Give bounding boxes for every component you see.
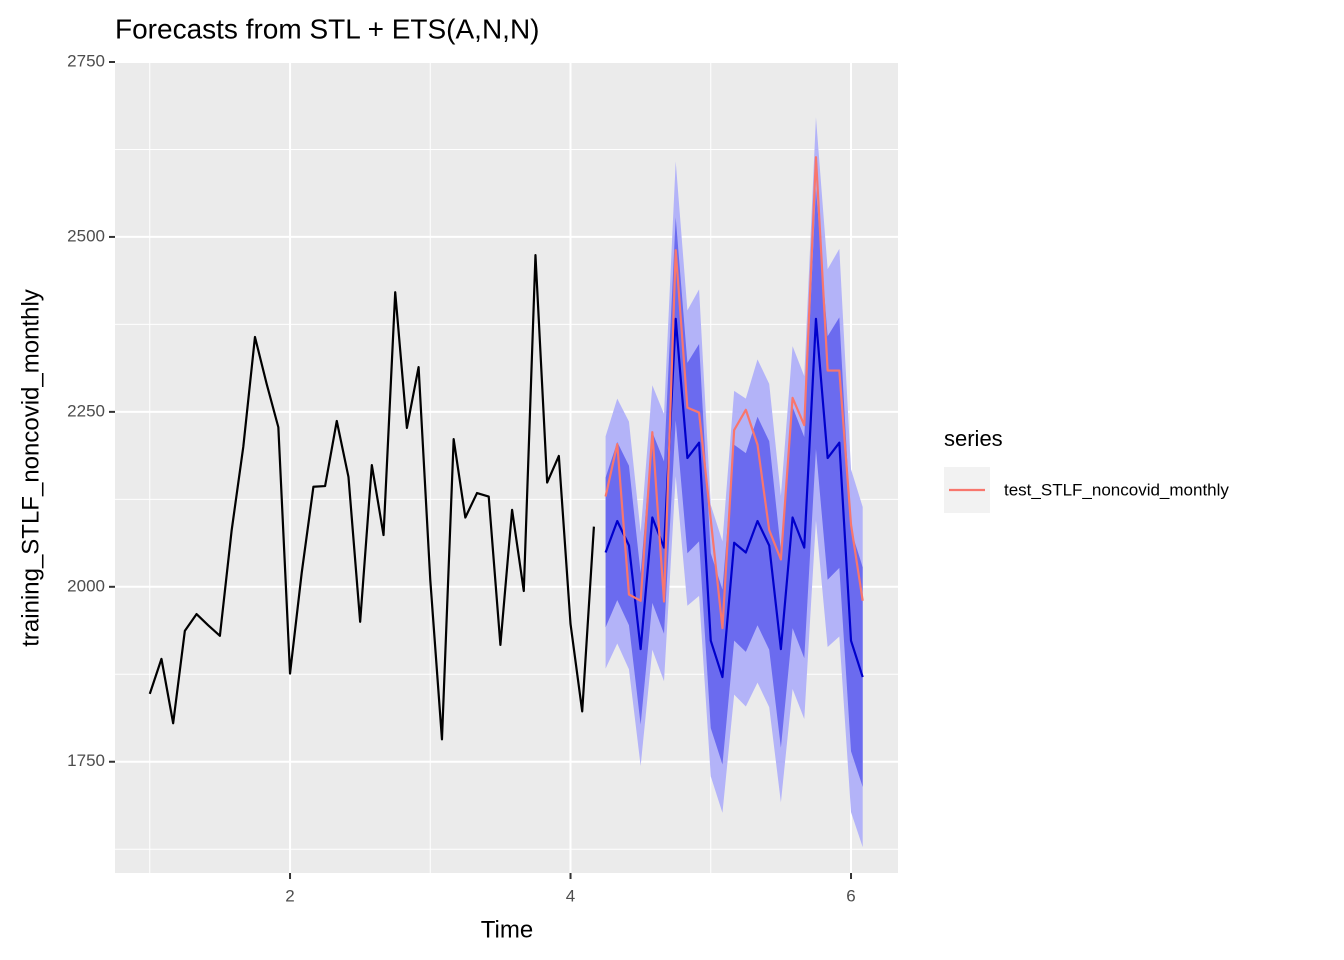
x-axis-label: Time (481, 916, 533, 943)
y-tick-label: 2000 (67, 576, 105, 595)
x-tick-label: 2 (285, 886, 294, 905)
y-tick-label: 1750 (67, 751, 105, 770)
chart-title: Forecasts from STL + ETS(A,N,N) (115, 13, 539, 44)
x-tick-label: 4 (566, 886, 575, 905)
y-tick-label: 2500 (67, 226, 105, 245)
y-axis-label: training_STLF_noncovid_monthly (17, 289, 44, 647)
x-tick-label: 6 (846, 886, 855, 905)
y-tick-label: 2250 (67, 401, 105, 420)
y-tick-label: 2750 (67, 51, 105, 70)
training-line (148, 254, 595, 741)
legend-title: series (944, 426, 1003, 451)
prediction-band (605, 188, 863, 787)
series-line (604, 156, 864, 630)
legend-label: test_STLF_noncovid_monthly (1004, 480, 1229, 499)
forecast-line (604, 317, 864, 679)
